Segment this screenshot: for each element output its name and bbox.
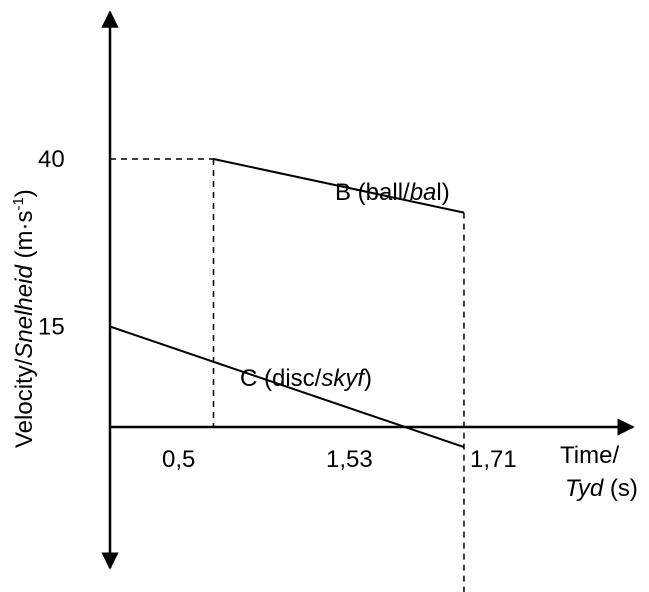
- y-axis-label: Velocity/Snelheid (m·s-1): [10, 189, 38, 448]
- series-label-b-ball: B (ball/bal): [335, 179, 450, 206]
- x-tick-label-1-53: 1,53: [326, 446, 373, 473]
- x-tick-label-1-71: 1,71: [470, 446, 517, 473]
- x-axis-label-line2: Tyd (s): [565, 475, 638, 502]
- y-tick-label-15: 15: [38, 314, 65, 341]
- series-label-c-disc: C (disc/skyf): [240, 365, 372, 392]
- x-tick-label-0-5: 0,5: [162, 446, 195, 473]
- series-line-b-ball: [213, 158, 465, 214]
- series-line-c-disc: [109, 325, 465, 449]
- x-axis-label-line1: Time/: [560, 442, 619, 469]
- y-tick-label-40: 40: [38, 146, 65, 173]
